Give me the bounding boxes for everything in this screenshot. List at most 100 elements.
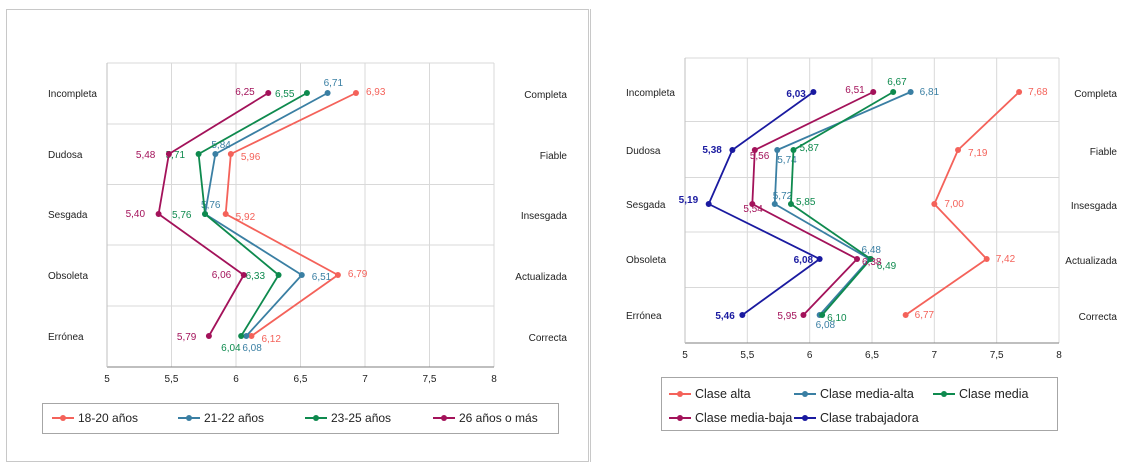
x-tick-label: 5,5 <box>165 374 179 385</box>
legend-swatch-marker <box>441 415 447 421</box>
data-label: 6,49 <box>877 261 897 272</box>
legend-entry: Clase trabajadora <box>820 411 919 425</box>
category-label-right: Fiable <box>1090 147 1118 158</box>
category-label-left: Dudosa <box>48 150 83 161</box>
x-tick-label: 7 <box>362 374 368 385</box>
data-point <box>787 201 794 207</box>
category-label-right: Insesgada <box>521 211 568 222</box>
data-point <box>800 312 807 318</box>
data-label: 5,96 <box>241 152 261 163</box>
data-label: 5,19 <box>679 195 699 206</box>
x-tick-label: 7 <box>932 350 938 361</box>
data-label: 5,87 <box>799 143 819 154</box>
x-tick-label: 8 <box>1056 350 1062 361</box>
data-label: 6,93 <box>366 87 386 98</box>
x-tick-label: 6,5 <box>294 374 308 385</box>
data-point <box>227 151 234 157</box>
data-point <box>222 211 229 217</box>
data-label: 6,79 <box>348 269 368 280</box>
data-label: 6,08 <box>242 343 262 354</box>
data-label: 6,51 <box>312 272 332 283</box>
category-label-left: Obsoleta <box>626 255 666 266</box>
data-point <box>275 272 282 278</box>
data-point <box>248 333 255 339</box>
data-label: 6,38 <box>862 257 882 268</box>
category-label-right: Correcta <box>529 333 568 344</box>
legend-swatch-marker <box>802 391 808 397</box>
legend-entry: 18-20 años <box>78 411 138 425</box>
legend-entry: 23-25 años <box>331 411 391 425</box>
data-point <box>890 89 897 95</box>
category-label-right: Completa <box>524 90 567 101</box>
data-point <box>352 90 359 96</box>
data-label: 6,77 <box>915 310 935 321</box>
category-label-right: Correcta <box>1079 312 1118 323</box>
data-label: 6,48 <box>862 245 882 256</box>
data-label: 5,40 <box>126 209 146 220</box>
legend-entry: Clase media <box>959 387 1029 401</box>
legend-swatch-marker <box>313 415 319 421</box>
data-label: 5,95 <box>777 311 797 322</box>
data-label: 6,33 <box>246 271 266 282</box>
data-label: 5,92 <box>236 212 256 223</box>
data-point <box>1016 89 1023 95</box>
data-point <box>212 151 219 157</box>
left-panel-border <box>6 9 589 462</box>
category-label-right: Insesgada <box>1071 201 1118 212</box>
legend-swatch-marker <box>677 391 683 397</box>
data-label: 5,46 <box>715 311 735 322</box>
data-point <box>243 333 250 339</box>
data-label: 5,74 <box>777 155 797 166</box>
data-label: 6,08 <box>816 320 836 331</box>
data-label: 6,55 <box>275 89 295 100</box>
data-label: 6,51 <box>845 85 865 96</box>
chart-social-class: 5 5,5 6 6,5 7 7,5 8IncompletaDudosaSesgadaObso… <box>626 57 1118 431</box>
data-label: 7,42 <box>996 254 1016 265</box>
category-label-left: Sesgada <box>626 200 666 211</box>
data-label: 5,85 <box>796 197 816 208</box>
legend-swatch-marker <box>60 415 66 421</box>
legend-entry: 26 años o más <box>459 411 538 425</box>
category-label-left: Obsoleta <box>48 271 88 282</box>
legend-entry: Clase alta <box>695 387 751 401</box>
legend-entry: Clase media-alta <box>820 387 914 401</box>
data-label: 5,72 <box>773 191 793 202</box>
category-label-right: Actualizada <box>1065 256 1117 267</box>
data-point <box>751 147 758 153</box>
data-label: 5,48 <box>136 150 156 161</box>
legend-entry: 21-22 años <box>204 411 264 425</box>
data-point <box>867 256 874 262</box>
data-point <box>729 147 736 153</box>
data-point <box>771 201 778 207</box>
category-label-left: Errónea <box>48 332 84 343</box>
data-label: 6,67 <box>887 77 907 88</box>
category-label-right: Fiable <box>540 151 568 162</box>
data-label: 5,76 <box>172 210 192 221</box>
data-point <box>240 272 247 278</box>
data-point <box>819 312 826 318</box>
x-tick-label: 8 <box>491 374 497 385</box>
data-point <box>238 333 245 339</box>
data-label: 7,68 <box>1028 87 1048 98</box>
x-tick-label: 6 <box>233 374 239 385</box>
data-label: 6,04 <box>221 343 241 354</box>
category-label-right: Completa <box>1074 89 1117 100</box>
category-label-left: Incompleta <box>48 89 97 100</box>
data-point <box>155 211 162 217</box>
data-label: 5,56 <box>750 151 770 162</box>
data-point <box>324 90 331 96</box>
x-tick-label: 7,5 <box>990 350 1004 361</box>
data-label: 7,19 <box>968 148 988 159</box>
data-label: 5,84 <box>211 140 231 151</box>
data-label: 6,81 <box>920 87 940 98</box>
x-tick-label: 5 <box>682 350 688 361</box>
data-label: 5,54 <box>743 204 763 215</box>
chart-age-groups: 5 5,5 6 6,5 7 7,5 8 Incompleta Dudosa Sesgada Obso… <box>42 62 568 434</box>
legend-swatch-marker <box>802 415 808 421</box>
data-label: 6,06 <box>212 270 232 281</box>
data-point <box>955 147 962 153</box>
data-label: 5,38 <box>702 145 722 156</box>
data-label: 6,25 <box>235 87 255 98</box>
data-point <box>205 333 212 339</box>
